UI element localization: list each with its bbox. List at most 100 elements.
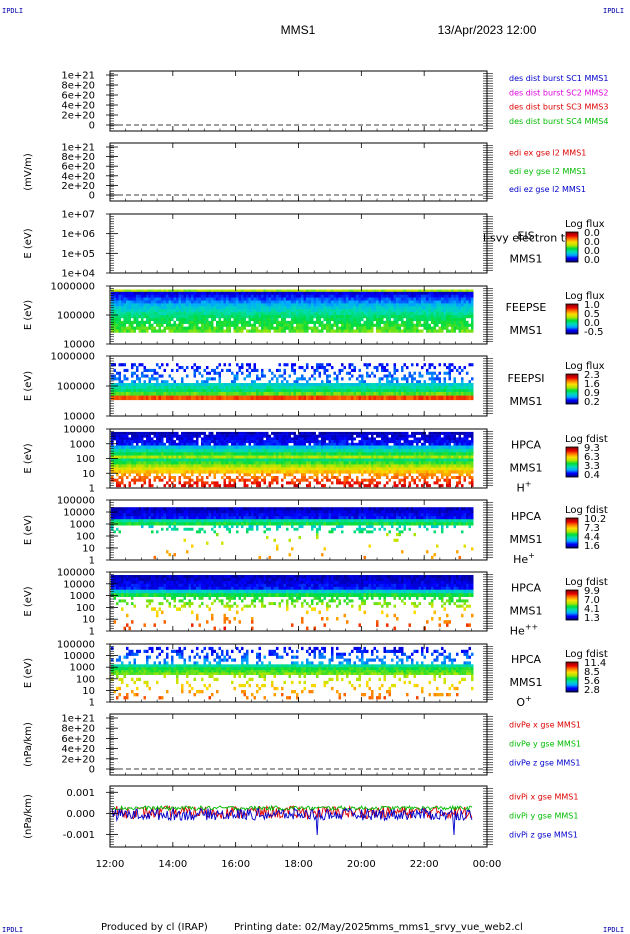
spectrogram-cell — [283, 294, 286, 298]
spectrogram-cell — [281, 374, 284, 378]
spectrogram-cell — [393, 395, 396, 401]
spectrogram-cell — [273, 303, 276, 307]
spectrogram-cell — [133, 395, 136, 401]
spectrogram-cell — [136, 395, 139, 401]
instrument-label: FEEPSI — [507, 372, 544, 385]
spectrogram-cell — [311, 326, 314, 330]
spectrogram-cell — [238, 445, 241, 450]
spectrogram-cell — [281, 297, 284, 301]
spectrogram-cell — [408, 395, 411, 401]
spectrogram-cell — [323, 371, 326, 375]
spectrogram-cell — [428, 323, 431, 327]
spectrogram-cell — [138, 323, 141, 327]
spectrogram-cell — [393, 455, 396, 459]
spectrogram-cell — [336, 452, 339, 456]
spectrogram-cell — [116, 442, 119, 446]
spectrogram-cell — [378, 452, 381, 456]
spectrogram-cell — [316, 440, 319, 444]
spectrogram-cell — [218, 395, 221, 401]
spectrogram-cell — [246, 386, 249, 390]
spectrogram-cell — [136, 315, 139, 319]
spectrogram-cell — [211, 437, 214, 441]
spectrogram-cell — [338, 291, 341, 295]
spectrogram-cell — [458, 366, 461, 370]
spectrogram-cell — [378, 303, 381, 307]
spectrogram-cell — [403, 448, 406, 453]
spectrogram-cell — [341, 448, 344, 453]
spectrogram-cell — [396, 303, 399, 307]
spectrogram-cell — [323, 300, 326, 304]
colorbar-cell — [566, 241, 578, 243]
spectrogram-cell — [171, 377, 174, 381]
spectrogram-cell — [391, 323, 394, 327]
spectrogram-cell — [238, 312, 241, 316]
spectrogram-cell — [368, 300, 371, 304]
spectrogram-cell — [226, 392, 229, 396]
spectrogram-cell — [398, 329, 401, 333]
spectrogram-cell — [303, 386, 306, 390]
spectrogram-cell — [366, 326, 369, 330]
spectrogram-cell — [141, 455, 144, 459]
spectrogram-cell — [276, 309, 279, 313]
spectrogram-cell — [211, 368, 214, 372]
spectrogram-cell — [261, 289, 264, 293]
spectrogram-cell — [171, 303, 174, 307]
spectrogram-cell — [401, 317, 404, 322]
spectrogram-cell — [243, 315, 246, 319]
spectrogram-cell — [121, 300, 124, 304]
spectrogram-cell — [226, 317, 229, 322]
spectrogram-cell — [168, 289, 171, 293]
spectrogram-cell — [136, 312, 139, 316]
colorbar-cell — [566, 314, 578, 316]
spectrogram-cell — [221, 294, 224, 298]
spectrogram-cell — [408, 452, 411, 456]
spectrogram-cell — [331, 306, 334, 310]
spectrogram-cell — [188, 317, 191, 322]
spectrogram-cell — [178, 323, 181, 327]
spectrogram-cell — [346, 452, 349, 456]
spectrogram-cell — [378, 294, 381, 298]
colorbar-cell — [566, 315, 578, 317]
spectrogram-cell — [391, 306, 394, 310]
spectrogram-cell — [378, 377, 381, 381]
spectrogram-cell — [281, 300, 284, 304]
spectrogram-cell — [276, 440, 279, 444]
spectrogram-cell — [383, 374, 386, 378]
spectrogram-cell — [251, 291, 254, 295]
spectrogram-cell — [186, 303, 189, 307]
spectrogram-cell — [216, 442, 219, 446]
spectrogram-cell — [358, 303, 361, 307]
spectrogram-cell — [241, 315, 244, 319]
spectrogram-cell — [176, 291, 179, 295]
spectrogram-cell — [201, 329, 204, 333]
spectrogram-cell — [466, 434, 469, 438]
spectrogram-cell — [303, 440, 306, 444]
spectrogram-cell — [246, 289, 249, 293]
spectrogram-cell — [311, 297, 314, 301]
spectrogram-cell — [281, 303, 284, 307]
spectrogram-cell — [436, 317, 439, 322]
spectrogram-cell — [441, 442, 444, 446]
spectrogram-cell — [221, 437, 224, 441]
spectrogram-cell — [393, 312, 396, 316]
spectrogram-cell — [338, 312, 341, 316]
spectrogram-cell — [153, 452, 156, 456]
spectrogram-cell — [151, 323, 154, 327]
spectrogram-cell — [321, 312, 324, 316]
spectrogram-cell — [273, 312, 276, 316]
spectrogram-cell — [116, 452, 119, 456]
spectrogram-cell — [338, 452, 341, 456]
spectrogram-cell — [343, 366, 346, 370]
spectrogram-cell — [363, 294, 366, 298]
spectrogram-cell — [261, 291, 264, 295]
spectrogram-cell — [221, 392, 224, 396]
spectrogram-cell — [268, 395, 271, 401]
spectrogram-cell — [138, 329, 141, 333]
spectrogram-cell — [328, 294, 331, 298]
spectrogram-cell — [336, 431, 339, 435]
spectrogram-cell — [331, 329, 334, 333]
spectrogram-cell — [396, 437, 399, 441]
spectrogram-cell — [446, 366, 449, 370]
spectrogram-cell — [391, 377, 394, 381]
spectrogram-cell — [173, 315, 176, 319]
